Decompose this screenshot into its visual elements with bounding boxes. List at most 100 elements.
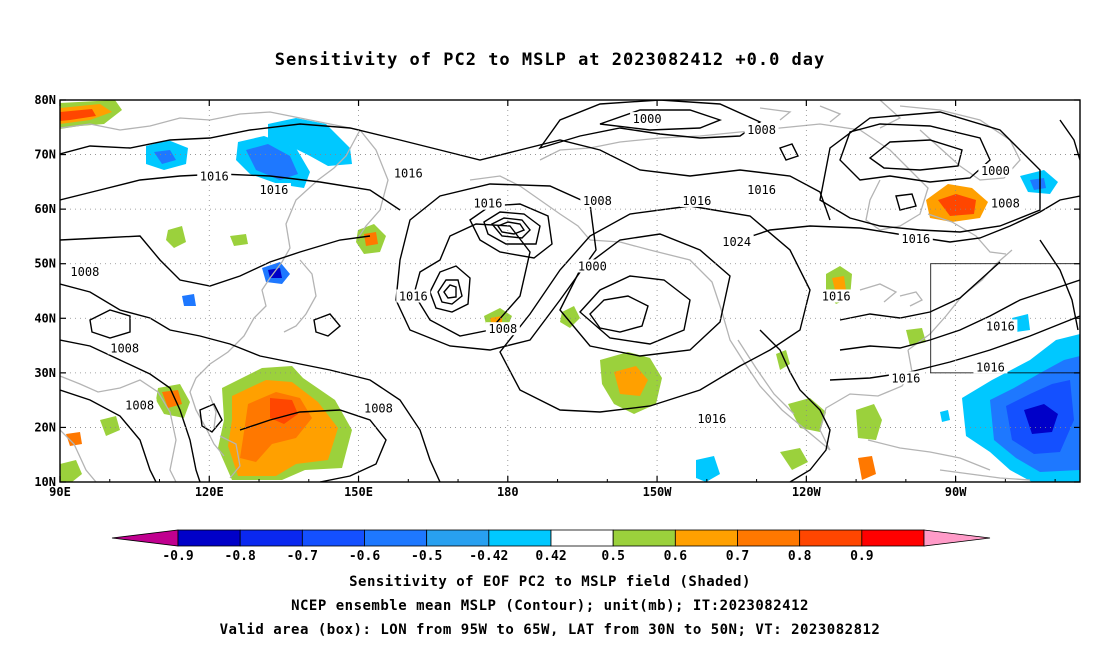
- coastline-great-lakes: [859, 283, 923, 307]
- mslp-contour: [578, 275, 691, 345]
- mslp-contour: [313, 313, 341, 337]
- coastline-alaska: [469, 175, 591, 241]
- positive-region: [858, 456, 876, 480]
- contour-label: 1008: [488, 322, 517, 336]
- contour-label-bg: [396, 289, 431, 303]
- mslp-contour: [559, 233, 731, 357]
- mslp-contour: [89, 309, 131, 339]
- colorbar-label: -0.5: [411, 549, 442, 564]
- contour-label: 1016: [976, 360, 1005, 374]
- colorbar-label: -0.9: [162, 549, 193, 564]
- mslp-contour: [895, 193, 917, 211]
- negative-region: [940, 410, 950, 422]
- mslp-contour: [239, 409, 387, 482]
- contour-label: 1008: [583, 194, 612, 208]
- positive-region: [60, 109, 96, 121]
- contour-label: 1016: [682, 194, 711, 208]
- negative-region: [246, 144, 298, 180]
- contour-label: 1016: [399, 289, 428, 303]
- colorbar-label: -0.8: [225, 549, 256, 564]
- coastline-asia-east: [189, 129, 361, 457]
- lat-tick-label: 50N: [34, 257, 56, 271]
- contour-label-bg: [122, 398, 157, 412]
- lat-tick-label: 60N: [34, 202, 56, 216]
- contour-label-bg: [978, 163, 1013, 177]
- contour-label-bg: [888, 371, 923, 385]
- contour-label: 1016: [747, 183, 776, 197]
- mslp-contour: [739, 195, 1080, 243]
- coastline-south-america: [939, 469, 1031, 481]
- colorbar-box: [426, 529, 490, 547]
- colorbar-label: 0.9: [850, 549, 873, 564]
- positive-region: [364, 232, 378, 246]
- coastline-hudson: [859, 129, 929, 231]
- contour-label: 1024: [722, 235, 751, 249]
- mslp-contour: [868, 139, 963, 171]
- colorbar-box: [737, 529, 801, 547]
- colorbar-box: [612, 529, 676, 547]
- mslp-contour: [1059, 119, 1080, 161]
- lat-tick-label: 20N: [34, 420, 56, 434]
- mslp-contour: [199, 403, 223, 433]
- colorbar-box: [674, 529, 738, 547]
- contour-label-bg: [973, 360, 1008, 374]
- contour-label-bg: [988, 196, 1023, 210]
- contour-labels: 1000 1008 1000 1008 1016 1016 1016 1016 1008 1016…: [67, 112, 1023, 426]
- coastline-se-asia: [60, 375, 177, 482]
- mslp-contour: [759, 329, 831, 482]
- contour-label: 1016: [986, 319, 1015, 333]
- contour-label: 1000: [578, 259, 607, 273]
- contour-label-bg: [580, 193, 615, 207]
- colorbar-box: [488, 529, 552, 547]
- mslp-contour: [413, 223, 531, 337]
- colorbar-label: 0.6: [664, 549, 688, 564]
- coastline-taiwan-philippines: [209, 395, 241, 479]
- caption-line-2: NCEP ensemble mean MSLP (Contour); unit(…: [291, 598, 809, 614]
- positive-region: [166, 226, 186, 248]
- colorbar-label: 0.7: [726, 549, 749, 564]
- lon-tick-label: 90E: [49, 485, 71, 499]
- coastline-north-america-north: [539, 123, 861, 161]
- lat-tick-label: 10N: [34, 475, 56, 489]
- contour-label: 1008: [747, 123, 776, 137]
- mslp-contour: [819, 111, 1041, 233]
- contour-label: 1016: [697, 412, 726, 426]
- contour-label: 1016: [891, 371, 920, 385]
- contour-label-bg: [197, 169, 232, 183]
- contour-label-bg: [983, 319, 1018, 333]
- positive-region: [780, 448, 808, 470]
- contour-label-bg: [819, 289, 854, 303]
- colorbar: -0.9 -0.8 -0.7 -0.6 -0.5 -0.42 0.42 0.5 0.6 0.7 0.…: [111, 529, 991, 564]
- positive-region: [560, 306, 580, 328]
- mslp-contour: [779, 143, 799, 161]
- colorbar-box: [177, 529, 241, 547]
- contour-label-bg: [630, 112, 665, 126]
- mslp-contour: [599, 109, 723, 131]
- caption-line-1: Sensitivity of EOF PC2 to MSLP field (Sh…: [349, 574, 751, 590]
- lat-tick-label: 80N: [34, 93, 56, 107]
- mslp-contour: [839, 279, 1080, 351]
- mslp-contour: [60, 283, 441, 482]
- contour-label: 1016: [200, 169, 229, 183]
- colorbar-end-high: [923, 529, 991, 547]
- positive-region: [938, 194, 976, 216]
- lat-tick-label: 40N: [34, 311, 56, 325]
- negative-region: [268, 118, 352, 166]
- lon-tick-label: 120E: [195, 485, 224, 499]
- contour-label-bg: [391, 166, 426, 180]
- colorbar-label: -0.6: [349, 549, 380, 564]
- lon-tick-label: 150W: [643, 485, 673, 499]
- contour-label: 1016: [901, 232, 930, 246]
- contour-label-bg: [361, 401, 396, 415]
- map-grid: [60, 100, 1080, 482]
- colorbar-label: 0.42: [535, 549, 566, 564]
- colorbar-label: -0.42: [469, 549, 508, 564]
- lat-tick-label: 30N: [34, 366, 56, 380]
- map-frame: [59, 99, 1081, 483]
- contour-label: 1016: [822, 289, 851, 303]
- mslp-contour: [839, 123, 991, 183]
- lat-tick-label: 70N: [34, 148, 56, 162]
- mslp-contour: [443, 284, 457, 299]
